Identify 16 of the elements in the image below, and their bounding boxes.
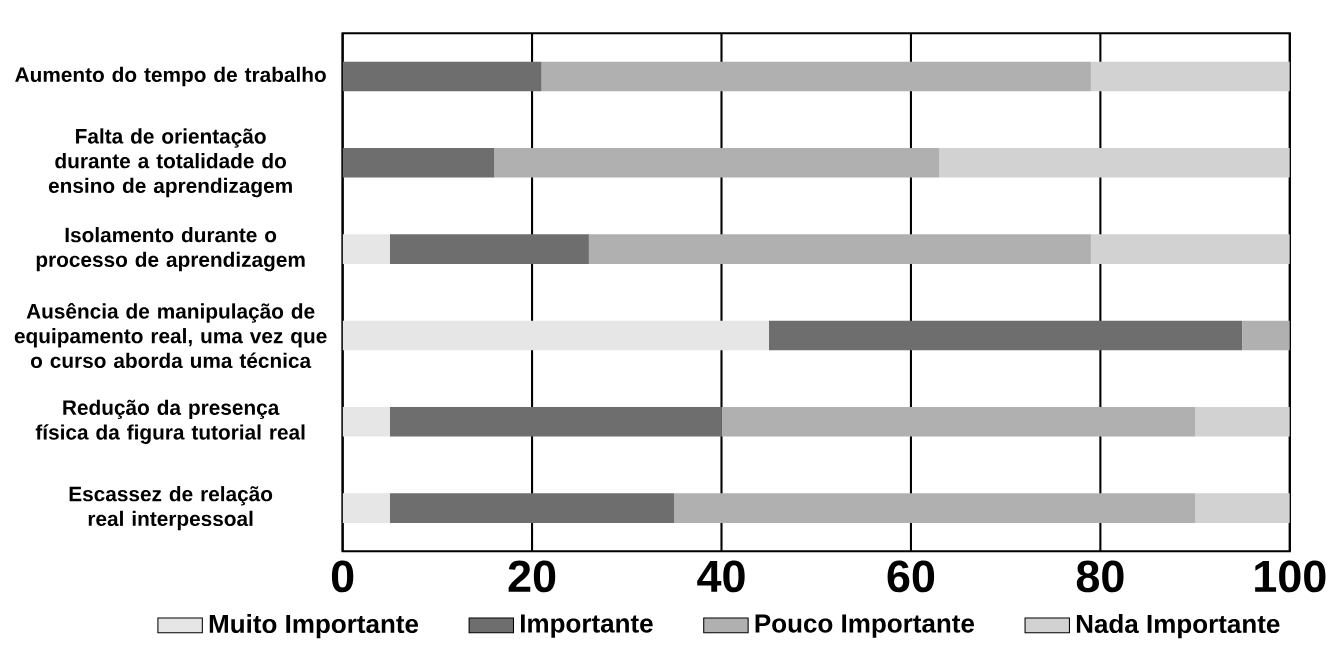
y-tick-label: Ausência de manipulação de equipamento real, uma vez que o curso aborda uma técnica — [14, 302, 327, 369]
y-tick-label: Falta de orientação durante a totalidade do ensino de aprendizagem — [48, 128, 292, 198]
legend-label: Importante — [520, 614, 653, 638]
legend-label: Muito Importante — [209, 614, 419, 639]
y-tick-label: Isolamento durante o processo de aprendizagem — [36, 227, 305, 272]
x-tick-label: 60 — [887, 560, 935, 593]
y-tick-label: Aumento do tempo de trabalho — [15, 66, 326, 87]
y-tick-label: Escassez de relação real interpessoal — [69, 486, 273, 531]
legend-label: Nada Importante — [1076, 614, 1280, 639]
x-tick-label: 0 — [331, 560, 354, 593]
legend-label: Pouco Importante — [755, 614, 975, 638]
x-tick-label: 80 — [1076, 560, 1124, 593]
x-tick-label: 100 — [1255, 560, 1326, 593]
y-tick-label: Redução da presença física da figura tutorial real — [35, 399, 305, 444]
x-tick-label: 20 — [508, 560, 556, 593]
x-tick-label: 40 — [697, 560, 745, 593]
